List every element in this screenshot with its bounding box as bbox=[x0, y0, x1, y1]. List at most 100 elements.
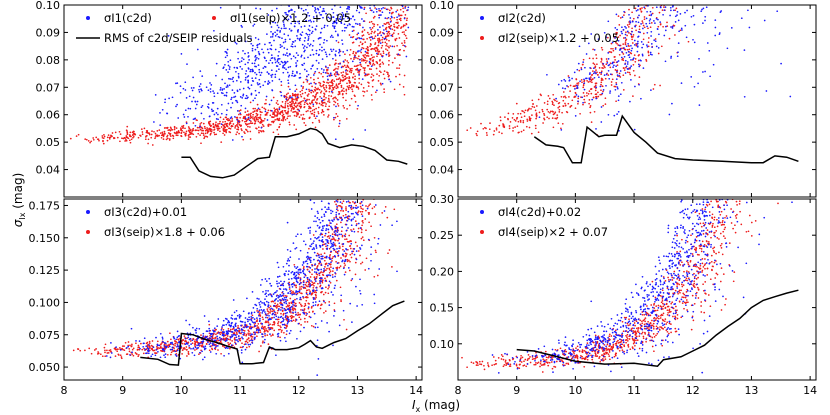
c2d-point bbox=[336, 74, 338, 76]
c2d-point bbox=[187, 116, 189, 118]
seip-point bbox=[325, 103, 327, 105]
seip-point bbox=[509, 128, 511, 130]
seip-point bbox=[299, 116, 301, 118]
seip-point bbox=[300, 114, 302, 116]
c2d-point bbox=[208, 89, 210, 91]
c2d-point bbox=[344, 30, 346, 32]
seip-point bbox=[306, 81, 308, 83]
seip-point bbox=[600, 89, 602, 91]
seip-point bbox=[575, 92, 577, 94]
seip-point bbox=[361, 65, 363, 67]
seip-point bbox=[356, 86, 358, 88]
seip-point bbox=[313, 109, 315, 111]
seip-point bbox=[501, 133, 503, 135]
c2d-point bbox=[224, 95, 226, 97]
seip-point bbox=[231, 120, 233, 122]
c2d-point bbox=[339, 63, 341, 65]
seip-point bbox=[303, 82, 305, 84]
c2d-point bbox=[331, 35, 333, 37]
seip-point bbox=[235, 134, 237, 136]
seip-point bbox=[398, 33, 400, 35]
c2d-point bbox=[260, 8, 262, 10]
c2d-point bbox=[323, 27, 325, 29]
c2d-point bbox=[290, 45, 292, 47]
c2d-point bbox=[243, 58, 245, 60]
seip-point bbox=[523, 129, 525, 131]
seip-point bbox=[121, 137, 123, 139]
c2d-point bbox=[369, 27, 371, 29]
seip-point bbox=[361, 60, 363, 62]
seip-point bbox=[376, 73, 378, 75]
seip-point bbox=[313, 114, 315, 116]
seip-point bbox=[202, 130, 204, 132]
y-tick-label: 0.06 bbox=[36, 109, 61, 122]
seip-point bbox=[243, 131, 245, 133]
c2d-point bbox=[223, 66, 225, 68]
seip-point bbox=[312, 122, 314, 124]
panel-top-right: 0.040.050.060.070.080.090.10σI2(c2d)σI2(… bbox=[430, 0, 817, 197]
seip-point bbox=[281, 84, 283, 86]
seip-point bbox=[383, 91, 385, 93]
seip-point bbox=[341, 85, 343, 87]
seip-point bbox=[296, 88, 298, 90]
c2d-point bbox=[291, 96, 293, 98]
seip-point bbox=[378, 75, 380, 77]
seip-point bbox=[308, 93, 310, 95]
seip-point bbox=[206, 136, 208, 138]
seip-point bbox=[660, 23, 662, 25]
seip-point bbox=[362, 38, 364, 40]
seip-point bbox=[364, 75, 366, 77]
c2d-point bbox=[309, 25, 311, 27]
seip-point bbox=[202, 133, 204, 135]
c2d-point bbox=[246, 98, 248, 100]
seip-point bbox=[274, 119, 276, 121]
c2d-point bbox=[229, 66, 231, 68]
c2d-point bbox=[201, 75, 203, 77]
c2d-point bbox=[305, 33, 307, 35]
c2d-point bbox=[256, 74, 258, 76]
seip-point bbox=[406, 17, 408, 19]
c2d-point bbox=[271, 45, 273, 47]
seip-point bbox=[163, 138, 165, 140]
seip-point bbox=[347, 66, 349, 68]
seip-point bbox=[328, 95, 330, 97]
c2d-point bbox=[304, 45, 306, 47]
c2d-point bbox=[300, 0, 302, 2]
c2d-point bbox=[311, 65, 313, 67]
c2d-point bbox=[258, 58, 260, 60]
seip-point bbox=[629, 74, 631, 76]
c2d-point bbox=[209, 116, 211, 118]
seip-point bbox=[342, 77, 344, 79]
seip-point bbox=[301, 90, 303, 92]
c2d-point bbox=[691, 0, 693, 1]
seip-point bbox=[282, 118, 284, 120]
c2d-point bbox=[286, 99, 288, 101]
seip-point bbox=[367, 53, 369, 55]
seip-point bbox=[364, 54, 366, 56]
seip-point bbox=[176, 134, 178, 136]
c2d-point bbox=[314, 71, 316, 73]
c2d-point bbox=[255, 55, 257, 57]
seip-point bbox=[344, 59, 346, 61]
seip-point bbox=[128, 137, 130, 139]
seip-point bbox=[308, 108, 310, 110]
seip-point bbox=[92, 137, 94, 139]
seip-point bbox=[514, 119, 516, 121]
c2d-point bbox=[272, 36, 274, 38]
c2d-point bbox=[304, 40, 306, 42]
c2d-point bbox=[268, 62, 270, 64]
c2d-point bbox=[333, 49, 335, 51]
seip-point bbox=[238, 110, 240, 112]
c2d-point bbox=[237, 110, 239, 112]
seip-point bbox=[356, 65, 358, 67]
seip-point bbox=[321, 112, 323, 114]
c2d-point bbox=[280, 44, 282, 46]
seip-point bbox=[328, 114, 330, 116]
seip-point bbox=[192, 128, 194, 130]
seip-point bbox=[219, 128, 221, 130]
seip-point bbox=[567, 103, 569, 105]
seip-point bbox=[367, 47, 369, 49]
c2d-point bbox=[247, 76, 249, 78]
seip-point bbox=[328, 98, 330, 100]
c2d-point bbox=[238, 73, 240, 75]
